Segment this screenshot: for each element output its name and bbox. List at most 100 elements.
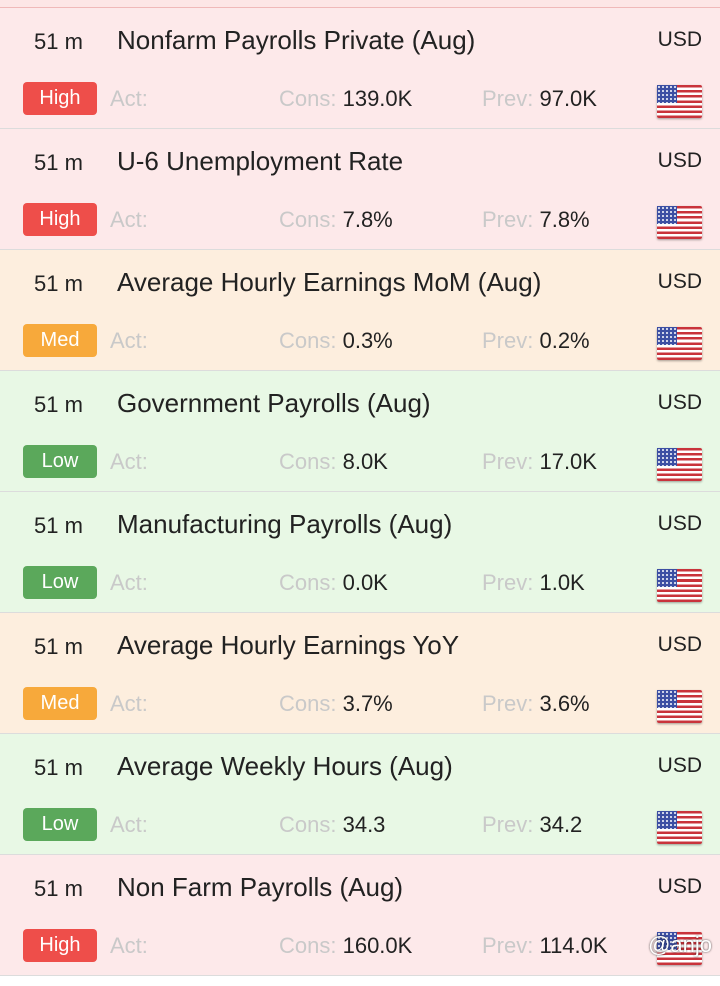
event-title: Non Farm Payrolls (Aug) (117, 872, 404, 902)
consensus-label: Cons: (279, 812, 343, 837)
consensus-field: Cons: 160.0K (279, 933, 412, 959)
event-title: Average Weekly Hours (Aug) (117, 751, 453, 781)
flag-canton (657, 690, 677, 708)
consensus-label: Cons: (279, 570, 343, 595)
consensus-field: Cons: 0.0K (279, 570, 388, 596)
actual-field: Act: (110, 207, 148, 233)
consensus-label: Cons: (279, 449, 343, 474)
consensus-label: Cons: (279, 933, 343, 958)
flag-canton (657, 448, 677, 466)
consensus-field: Cons: 3.7% (279, 691, 393, 717)
event-time: 51 m (34, 29, 83, 54)
consensus-label: Cons: (279, 86, 343, 111)
actual-label: Act: (110, 449, 148, 474)
event-row[interactable]: 51 m Average Hourly Earnings YoY USD Med… (0, 613, 720, 734)
actual-label: Act: (110, 933, 148, 958)
actual-field: Act: (110, 812, 148, 838)
consensus-label: Cons: (279, 328, 343, 353)
flag-canton (657, 811, 677, 829)
importance-badge: High (23, 203, 97, 236)
previous-value: 1.0K (539, 570, 585, 595)
previous-field: Prev: 114.0K (482, 933, 608, 959)
previous-field: Prev: 3.6% (482, 691, 590, 717)
event-row[interactable]: 51 m Nonfarm Payrolls Private (Aug) USD … (0, 8, 720, 129)
previous-field: Prev: 0.2% (482, 328, 590, 354)
actual-label: Act: (110, 207, 148, 232)
us-flag-icon (657, 85, 702, 118)
event-currency: USD (657, 28, 702, 51)
previous-value: 97.0K (539, 86, 597, 111)
event-title: Nonfarm Payrolls Private (Aug) (117, 25, 476, 55)
importance-badge: Med (23, 687, 97, 720)
consensus-field: Cons: 34.3 (279, 812, 385, 838)
event-rows: 51 m Nonfarm Payrolls Private (Aug) USD … (0, 8, 720, 976)
actual-field: Act: (110, 691, 148, 717)
us-flag-icon (657, 932, 702, 965)
previous-field: Prev: 97.0K (482, 86, 597, 112)
consensus-value: 34.3 (342, 812, 386, 837)
us-flag-icon (657, 690, 702, 723)
previous-label: Prev: (482, 86, 540, 111)
event-row[interactable]: 51 m Manufacturing Payrolls (Aug) USD Lo… (0, 492, 720, 613)
previous-value: 114.0K (539, 933, 608, 958)
event-row[interactable]: 51 m Average Weekly Hours (Aug) USD Low … (0, 734, 720, 855)
consensus-field: Cons: 7.8% (279, 207, 393, 233)
event-time: 51 m (34, 876, 83, 901)
consensus-value: 3.7% (342, 691, 393, 716)
consensus-value: 160.0K (342, 933, 413, 958)
importance-badge: High (23, 82, 97, 115)
event-time: 51 m (34, 392, 83, 417)
event-time: 51 m (34, 634, 83, 659)
us-flag-icon (657, 206, 702, 239)
event-currency: USD (657, 754, 702, 777)
event-currency: USD (657, 391, 702, 414)
actual-label: Act: (110, 812, 148, 837)
consensus-value: 0.3% (342, 328, 393, 353)
actual-field: Act: (110, 328, 148, 354)
importance-badge: Low (23, 808, 97, 841)
previous-row-edge (0, 0, 720, 8)
actual-field: Act: (110, 449, 148, 475)
actual-label: Act: (110, 328, 148, 353)
event-title: Average Hourly Earnings YoY (117, 630, 460, 660)
actual-label: Act: (110, 691, 148, 716)
previous-field: Prev: 1.0K (482, 570, 585, 596)
consensus-field: Cons: 0.3% (279, 328, 393, 354)
previous-value: 0.2% (539, 328, 590, 353)
event-time: 51 m (34, 513, 83, 538)
importance-badge: High (23, 929, 97, 962)
previous-label: Prev: (482, 449, 540, 474)
importance-badge: Low (23, 566, 97, 599)
event-row[interactable]: 51 m Average Hourly Earnings MoM (Aug) U… (0, 250, 720, 371)
flag-canton (657, 932, 677, 950)
event-currency: USD (657, 512, 702, 535)
event-row[interactable]: 51 m Government Payrolls (Aug) USD Low A… (0, 371, 720, 492)
event-row[interactable]: 51 m U-6 Unemployment Rate USD High Act:… (0, 129, 720, 250)
flag-canton (657, 327, 677, 345)
previous-label: Prev: (482, 691, 540, 716)
actual-field: Act: (110, 570, 148, 596)
event-title: Government Payrolls (Aug) (117, 388, 431, 418)
event-time: 51 m (34, 150, 83, 175)
event-title: Manufacturing Payrolls (Aug) (117, 509, 453, 539)
event-time: 51 m (34, 755, 83, 780)
event-currency: USD (657, 875, 702, 898)
previous-value: 7.8% (539, 207, 590, 232)
actual-field: Act: (110, 933, 148, 959)
actual-label: Act: (110, 86, 148, 111)
event-row[interactable]: 51 m Non Farm Payrolls (Aug) USD High Ac… (0, 855, 720, 976)
flag-canton (657, 569, 677, 587)
actual-label: Act: (110, 570, 148, 595)
event-title: Average Hourly Earnings MoM (Aug) (117, 267, 542, 297)
watermark: @anjo (648, 932, 712, 957)
previous-label: Prev: (482, 570, 540, 595)
importance-badge: Low (23, 445, 97, 478)
previous-field: Prev: 34.2 (482, 812, 582, 838)
event-title: U-6 Unemployment Rate (117, 146, 404, 176)
event-currency: USD (657, 633, 702, 656)
importance-badge: Med (23, 324, 97, 357)
consensus-value: 7.8% (342, 207, 393, 232)
consensus-label: Cons: (279, 207, 343, 232)
consensus-label: Cons: (279, 691, 343, 716)
event-time: 51 m (34, 271, 83, 296)
